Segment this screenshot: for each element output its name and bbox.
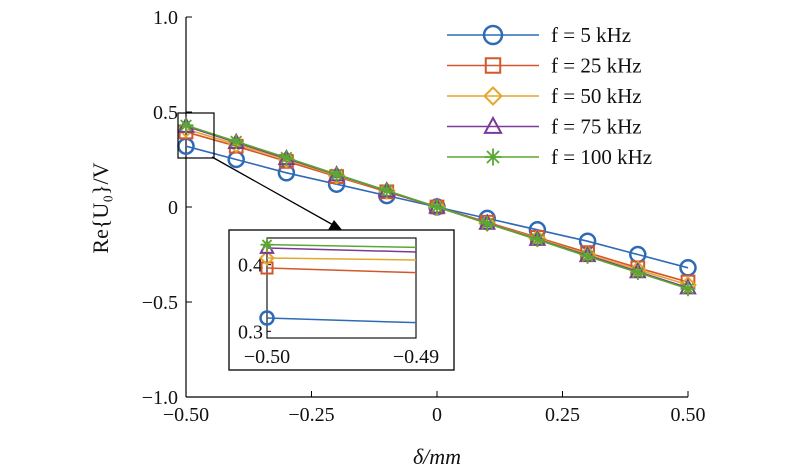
inset-data-point bbox=[260, 238, 274, 252]
legend-label: f = 50 kHz bbox=[551, 84, 642, 108]
inset-data-point bbox=[259, 250, 275, 266]
data-point bbox=[630, 265, 646, 281]
legend-marker bbox=[483, 86, 503, 106]
inset-series-line bbox=[266, 243, 417, 249]
data-point bbox=[278, 150, 294, 166]
inset-series-line bbox=[266, 317, 417, 324]
y-tick-label: 0 bbox=[168, 197, 178, 219]
y-tick-label: −0.5 bbox=[142, 292, 178, 314]
inset-data-point bbox=[260, 261, 274, 275]
data-point bbox=[429, 199, 445, 215]
data-point bbox=[680, 281, 696, 297]
inset-series-3 bbox=[259, 250, 417, 266]
zoom-arrow-line bbox=[211, 156, 336, 227]
legend-marker bbox=[483, 115, 503, 134]
y-tick-label: 1.0 bbox=[153, 7, 178, 29]
x-tick-label: 0 bbox=[432, 404, 442, 426]
x-tick-label: −0.50 bbox=[163, 404, 209, 426]
inset-y-tick-label: 0.3 bbox=[238, 321, 263, 343]
legend-marker bbox=[484, 57, 502, 74]
inset-x-tick-label: −0.49 bbox=[393, 346, 439, 368]
legend-entry: f = 25 kHz bbox=[447, 54, 642, 78]
data-point bbox=[178, 117, 194, 133]
y-tick-label: 0.5 bbox=[153, 102, 178, 124]
x-tick-label: 0.25 bbox=[545, 404, 580, 426]
x-axis-label: δ/mm bbox=[413, 444, 461, 469]
x-tick-label: −0.25 bbox=[288, 404, 334, 426]
legend-label: f = 75 kHz bbox=[551, 115, 642, 139]
data-point bbox=[329, 166, 345, 182]
legend-entry: f = 100 kHz bbox=[447, 145, 652, 169]
legend: f = 5 kHz f = 25 kHz f = 50 kHz f = 75 kHz f… bbox=[447, 23, 652, 169]
inset-plot: 0.3 0.4 −0.50 −0.49 bbox=[228, 229, 455, 371]
data-point bbox=[277, 164, 296, 182]
zoom-indicator bbox=[177, 112, 343, 231]
data-point bbox=[228, 133, 244, 149]
zoom-arrow-head bbox=[328, 220, 343, 231]
data-point bbox=[479, 216, 495, 232]
legend-label: f = 5 kHz bbox=[551, 23, 631, 47]
legend-label: f = 25 kHz bbox=[551, 54, 642, 78]
inset-data-point bbox=[259, 310, 275, 326]
main-plot-area: −1.0−0.500.51.0−0.50 −0.25 0 0.25 0.50 bbox=[142, 7, 706, 426]
legend-marker bbox=[482, 24, 504, 46]
data-point bbox=[529, 232, 545, 248]
y-axis-label: Re{U₀}/V bbox=[88, 162, 113, 253]
inset-series-line bbox=[266, 267, 417, 274]
inset-series-line bbox=[266, 257, 417, 261]
y-tick-label: −1.0 bbox=[142, 387, 178, 409]
legend-entry: f = 75 kHz bbox=[447, 115, 642, 139]
x-tick-label: 0.50 bbox=[671, 404, 706, 426]
inset-y-tick-label: 0.4 bbox=[238, 255, 263, 277]
legend-marker bbox=[484, 148, 502, 166]
inset-series-5 bbox=[260, 238, 417, 252]
data-point bbox=[580, 248, 596, 264]
inset-series-line bbox=[266, 247, 417, 253]
legend-entry: f = 50 kHz bbox=[447, 84, 642, 108]
inset-series-1 bbox=[259, 310, 417, 326]
legend-label: f = 100 kHz bbox=[551, 145, 652, 169]
legend-entry: f = 5 kHz bbox=[447, 23, 631, 47]
series-5 bbox=[178, 117, 696, 297]
inset-axes-box bbox=[266, 237, 417, 339]
data-point bbox=[379, 182, 395, 198]
inset-x-tick-label: −0.50 bbox=[244, 346, 290, 368]
zoom-box bbox=[177, 112, 215, 159]
inset-series-2 bbox=[260, 261, 417, 275]
